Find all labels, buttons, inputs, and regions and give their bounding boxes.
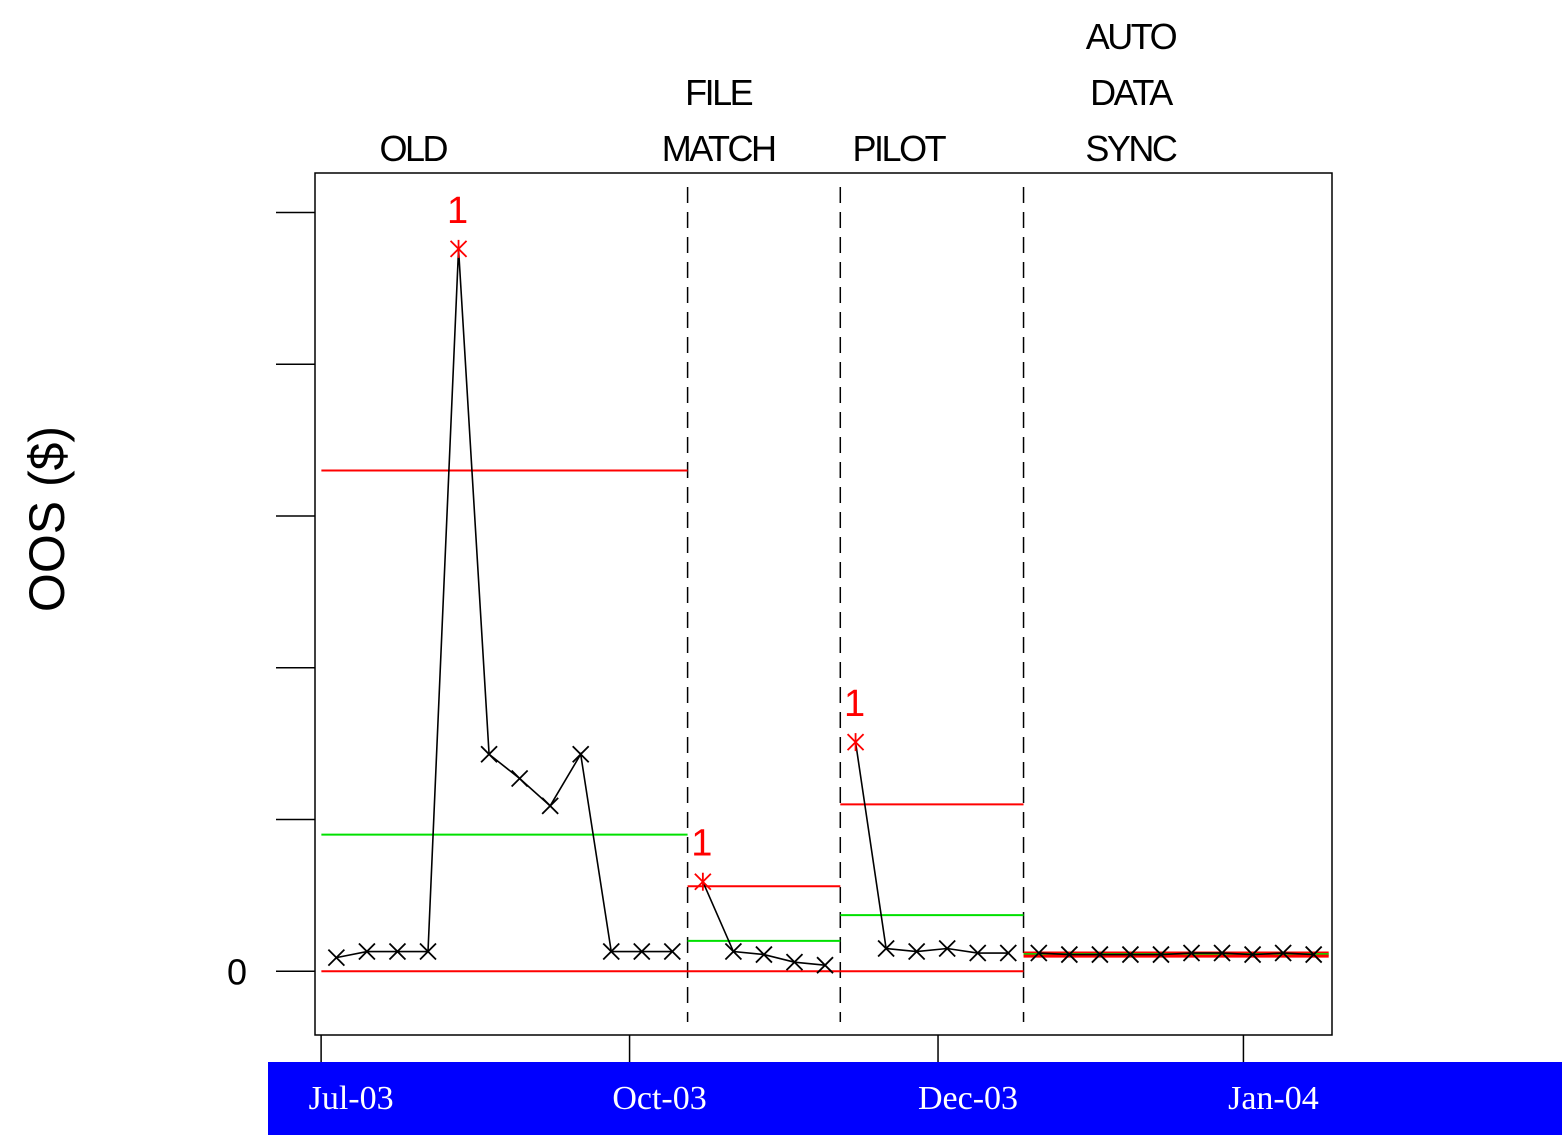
control-limits xyxy=(321,469,1329,973)
data-point xyxy=(663,942,681,961)
data-point xyxy=(388,942,407,961)
y-axis: 0 xyxy=(227,211,315,992)
series-line xyxy=(336,248,673,959)
data-point xyxy=(327,948,346,967)
phase-label: FILE xyxy=(685,72,753,113)
date-label: Jan-04 xyxy=(1228,1080,1319,1117)
phase-labels: OLD FILE MATCH PILOT AUTO DATA SYNC xyxy=(379,16,1179,169)
y-tick-label: 0 xyxy=(227,951,247,992)
data-point xyxy=(999,944,1017,962)
series-line xyxy=(854,741,1009,954)
out-of-control-flag: 1 xyxy=(447,190,468,232)
date-label: Jul-03 xyxy=(309,1080,394,1117)
data-point xyxy=(1091,945,1109,964)
data-point xyxy=(1152,945,1170,964)
data-point xyxy=(510,769,529,788)
data-point xyxy=(633,942,651,961)
date-axis-bar xyxy=(268,1062,1562,1135)
phase-label: AUTO xyxy=(1086,16,1177,57)
data-point xyxy=(1305,945,1323,964)
series-line xyxy=(1038,952,1314,956)
data-point xyxy=(1060,945,1078,964)
data-point xyxy=(969,944,987,962)
data-point xyxy=(785,953,804,971)
out-of-control-point xyxy=(846,733,865,752)
phase-boundaries xyxy=(686,187,1025,1022)
out-of-control-point xyxy=(449,239,468,258)
data-point xyxy=(938,939,956,958)
date-axis-labels: Jul-03 Oct-03 Dec-03 Jan-04 xyxy=(309,1080,1319,1117)
data-point xyxy=(724,942,743,961)
phase-label: OLD xyxy=(379,128,447,169)
plot-frame xyxy=(314,172,1333,1036)
phase-label: PILOT xyxy=(853,128,947,169)
data-point xyxy=(1182,944,1201,962)
data-point xyxy=(480,745,498,763)
phase-label: DATA xyxy=(1090,72,1173,113)
out-of-control-flag: 1 xyxy=(844,683,865,725)
phase-label: SYNC xyxy=(1085,128,1177,169)
data-point xyxy=(1274,944,1292,962)
out-of-control-flag: 1 xyxy=(691,823,712,865)
series-oos: 1 1 1 xyxy=(327,190,1323,974)
phase-label: MATCH xyxy=(662,128,775,169)
date-label: Dec-03 xyxy=(918,1080,1018,1117)
data-point xyxy=(602,942,620,961)
x-axis xyxy=(320,1035,1245,1063)
data-point xyxy=(572,745,590,763)
data-point xyxy=(541,797,559,815)
data-point xyxy=(877,939,895,958)
date-label: Oct-03 xyxy=(612,1080,706,1117)
data-point xyxy=(755,945,773,964)
data-point xyxy=(1121,945,1140,964)
data-point xyxy=(358,942,376,961)
data-point xyxy=(419,942,437,961)
data-point xyxy=(816,956,834,974)
data-point xyxy=(1243,945,1262,964)
y-axis-label: OOS ($) xyxy=(19,426,75,612)
data-point xyxy=(908,942,926,961)
out-of-control-point xyxy=(694,872,712,891)
data-point xyxy=(1213,944,1231,962)
data-point xyxy=(1030,944,1048,962)
series-line xyxy=(702,881,826,966)
